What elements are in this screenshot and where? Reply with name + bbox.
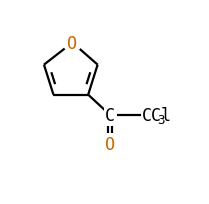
Text: 3: 3 xyxy=(157,114,164,127)
Text: C: C xyxy=(105,107,115,125)
Text: O: O xyxy=(67,34,77,52)
Text: CCl: CCl xyxy=(142,107,172,125)
Text: O: O xyxy=(105,135,115,153)
